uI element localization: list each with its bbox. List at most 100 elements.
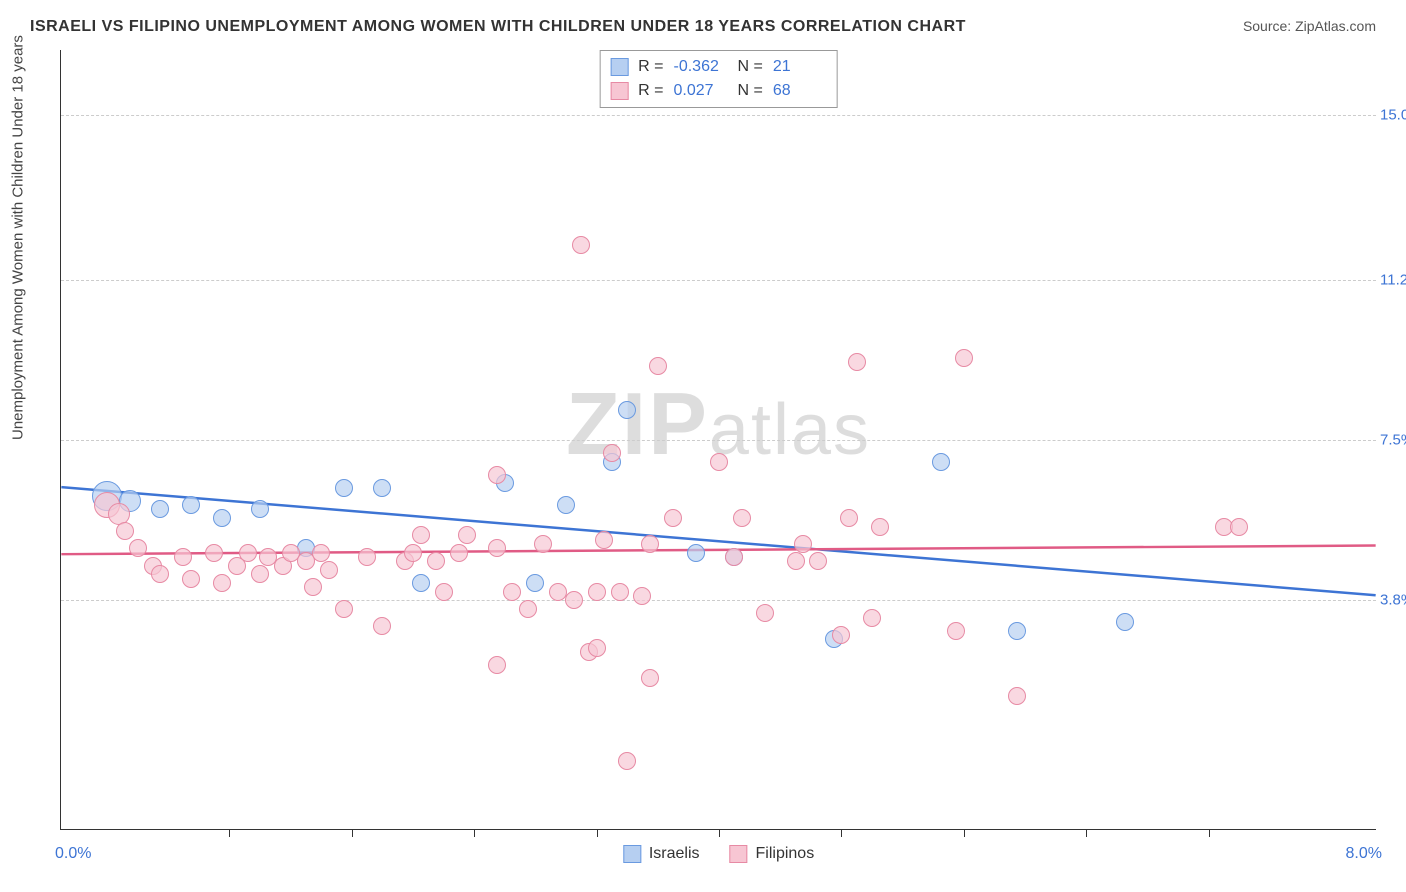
x-tick xyxy=(597,829,598,837)
data-point xyxy=(794,535,812,553)
source-label: Source: ZipAtlas.com xyxy=(1243,18,1376,34)
x-tick xyxy=(1209,829,1210,837)
data-point xyxy=(213,574,231,592)
x-tick xyxy=(352,829,353,837)
data-point xyxy=(932,453,950,471)
gridline-h xyxy=(61,600,1376,601)
data-point xyxy=(664,509,682,527)
data-point xyxy=(151,500,169,518)
x-axis-max-label: 8.0% xyxy=(1346,845,1382,863)
data-point xyxy=(458,526,476,544)
legend-swatch xyxy=(623,845,641,863)
data-point xyxy=(618,752,636,770)
legend-swatch xyxy=(730,845,748,863)
data-point xyxy=(863,609,881,627)
data-point xyxy=(151,565,169,583)
x-tick xyxy=(474,829,475,837)
data-point xyxy=(488,539,506,557)
gridline-h xyxy=(61,280,1376,281)
data-point xyxy=(435,583,453,601)
title-row: ISRAELI VS FILIPINO UNEMPLOYMENT AMONG W… xyxy=(30,18,1376,36)
gridline-h xyxy=(61,115,1376,116)
data-point xyxy=(832,626,850,644)
y-tick-label: 3.8% xyxy=(1380,592,1406,609)
legend-item: Israelis xyxy=(623,845,700,863)
chart-title: ISRAELI VS FILIPINO UNEMPLOYMENT AMONG W… xyxy=(30,18,966,36)
data-point xyxy=(710,453,728,471)
data-point xyxy=(1008,687,1026,705)
data-point xyxy=(373,479,391,497)
x-axis-min-label: 0.0% xyxy=(55,845,91,863)
y-tick-label: 11.2% xyxy=(1380,271,1406,288)
r-value: -0.362 xyxy=(674,55,728,79)
data-point xyxy=(304,578,322,596)
n-label: N = xyxy=(738,79,763,103)
data-point xyxy=(213,509,231,527)
x-tick xyxy=(841,829,842,837)
data-point xyxy=(427,552,445,570)
data-point xyxy=(633,587,651,605)
data-point xyxy=(412,526,430,544)
data-point xyxy=(733,509,751,527)
watermark-light: atlas xyxy=(709,390,871,470)
data-point xyxy=(1116,613,1134,631)
stats-row: R = 0.027 N = 68 xyxy=(610,79,827,103)
data-point xyxy=(687,544,705,562)
data-point xyxy=(182,496,200,514)
x-tick xyxy=(1086,829,1087,837)
n-value: 68 xyxy=(773,79,827,103)
data-point xyxy=(116,522,134,540)
data-point xyxy=(129,539,147,557)
x-tick xyxy=(229,829,230,837)
stats-swatch xyxy=(610,58,628,76)
plot-area: ZIPatlas R =-0.362N =21R =0.027N =68 0.0… xyxy=(60,50,1376,830)
data-point xyxy=(756,604,774,622)
data-point xyxy=(320,561,338,579)
data-point xyxy=(251,500,269,518)
data-point xyxy=(1008,622,1026,640)
data-point xyxy=(641,669,659,687)
data-point xyxy=(848,353,866,371)
r-label: R = xyxy=(638,79,663,103)
n-label: N = xyxy=(738,55,763,79)
series-legend: Israelis Filipinos xyxy=(623,845,814,863)
data-point xyxy=(955,349,973,367)
data-point xyxy=(840,509,858,527)
gridline-h xyxy=(61,440,1376,441)
y-tick-label: 7.5% xyxy=(1380,432,1406,449)
data-point xyxy=(205,544,223,562)
data-point xyxy=(450,544,468,562)
data-point xyxy=(588,639,606,657)
data-point xyxy=(603,444,621,462)
data-point xyxy=(947,622,965,640)
legend-item: Filipinos xyxy=(730,845,815,863)
data-point xyxy=(588,583,606,601)
data-point xyxy=(503,583,521,601)
y-tick-label: 15.0% xyxy=(1380,107,1406,124)
data-point xyxy=(787,552,805,570)
data-point xyxy=(611,583,629,601)
data-point xyxy=(809,552,827,570)
data-point xyxy=(335,600,353,618)
data-point xyxy=(412,574,430,592)
y-axis-label: Unemployment Among Women with Children U… xyxy=(10,35,27,440)
data-point xyxy=(182,570,200,588)
data-point xyxy=(174,548,192,566)
r-value: 0.027 xyxy=(674,79,728,103)
data-point xyxy=(519,600,537,618)
data-point xyxy=(725,548,743,566)
data-point xyxy=(404,544,422,562)
data-point xyxy=(488,466,506,484)
data-point xyxy=(239,544,257,562)
stats-swatch xyxy=(610,82,628,100)
data-point xyxy=(618,401,636,419)
data-point xyxy=(595,531,613,549)
r-label: R = xyxy=(638,55,663,79)
data-point xyxy=(871,518,889,536)
data-point xyxy=(335,479,353,497)
data-point xyxy=(572,236,590,254)
data-point xyxy=(526,574,544,592)
data-point xyxy=(649,357,667,375)
watermark-bold: ZIP xyxy=(566,374,709,473)
data-point xyxy=(641,535,659,553)
